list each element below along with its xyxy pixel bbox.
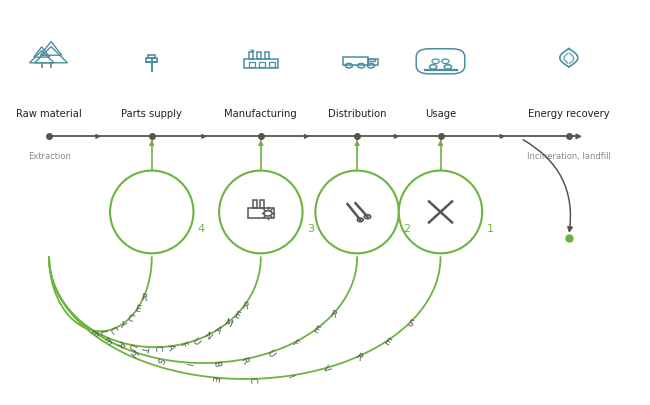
- Text: R: R: [140, 292, 148, 302]
- Text: U: U: [126, 340, 136, 350]
- Bar: [259, 63, 265, 67]
- Text: R: R: [239, 355, 249, 364]
- Bar: [260, 200, 265, 208]
- Text: I: I: [183, 360, 192, 364]
- Text: E: E: [382, 336, 391, 347]
- Text: V: V: [320, 363, 331, 373]
- Ellipse shape: [110, 171, 194, 254]
- Bar: [265, 53, 269, 60]
- Ellipse shape: [219, 171, 302, 254]
- Text: R: R: [240, 301, 248, 311]
- Text: Extraction: Extraction: [28, 152, 70, 161]
- Text: 1: 1: [486, 224, 493, 234]
- Text: S: S: [406, 318, 414, 328]
- Bar: [368, 60, 375, 62]
- Bar: [249, 53, 254, 60]
- Text: Usage: Usage: [425, 109, 456, 119]
- Text: A: A: [213, 324, 223, 335]
- Text: F: F: [177, 340, 188, 349]
- Text: R: R: [329, 309, 337, 320]
- Bar: [146, 59, 157, 63]
- Text: N: N: [202, 330, 213, 341]
- Text: Parts supply: Parts supply: [122, 109, 182, 119]
- Text: H: H: [127, 346, 138, 357]
- Text: Manufacturing: Manufacturing: [224, 109, 297, 119]
- Bar: [368, 60, 378, 66]
- Bar: [248, 208, 274, 218]
- Ellipse shape: [315, 171, 399, 254]
- Text: B: B: [211, 359, 220, 367]
- Text: M: M: [222, 317, 233, 328]
- Text: E: E: [87, 326, 98, 335]
- Bar: [343, 58, 368, 66]
- Text: U: U: [190, 335, 201, 346]
- Bar: [244, 60, 278, 69]
- Text: E: E: [233, 309, 241, 320]
- Text: R: R: [113, 337, 124, 347]
- Text: R: R: [353, 351, 363, 362]
- Text: E: E: [311, 324, 320, 335]
- Text: A: A: [165, 342, 176, 351]
- Text: T: T: [139, 343, 149, 350]
- Text: S: S: [154, 354, 165, 363]
- Text: Incineration, landfill: Incineration, landfill: [527, 152, 611, 161]
- Text: C: C: [125, 313, 135, 323]
- Text: C: C: [153, 344, 162, 351]
- Bar: [257, 53, 261, 60]
- Bar: [148, 56, 155, 59]
- Text: E: E: [209, 374, 219, 382]
- Text: E: E: [134, 303, 142, 313]
- Text: 2: 2: [403, 224, 410, 234]
- Bar: [253, 200, 257, 208]
- Text: C: C: [247, 375, 257, 382]
- Text: E: E: [102, 333, 112, 343]
- Text: Y: Y: [117, 320, 126, 330]
- Text: I: I: [285, 373, 294, 379]
- Text: Raw material: Raw material: [16, 109, 82, 119]
- Bar: [268, 63, 275, 67]
- Text: Distribution: Distribution: [328, 109, 386, 119]
- Text: F: F: [290, 337, 300, 347]
- Ellipse shape: [399, 171, 482, 254]
- Text: L: L: [98, 328, 107, 335]
- Text: U: U: [265, 347, 276, 358]
- Text: 4: 4: [198, 224, 205, 234]
- Bar: [249, 63, 255, 67]
- Text: 3: 3: [307, 224, 314, 234]
- Text: Energy recovery: Energy recovery: [528, 109, 610, 119]
- Text: C: C: [107, 324, 118, 335]
